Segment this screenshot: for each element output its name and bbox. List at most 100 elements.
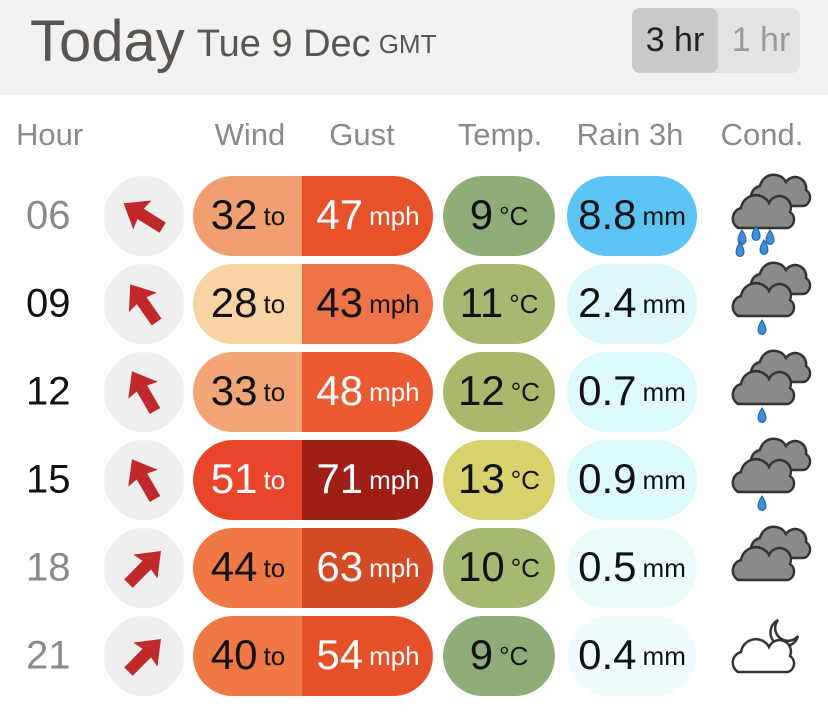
wind-value: 33: [211, 367, 258, 414]
wind-arrow: [124, 551, 161, 588]
hour: 18: [26, 546, 71, 590]
rain-drop: [757, 495, 767, 511]
rain: 0.5 mm: [578, 543, 686, 590]
condition-icon: [731, 173, 812, 257]
wind-unit: to: [264, 377, 286, 407]
rain-unit: mm: [643, 465, 686, 495]
wind-value: 28: [211, 279, 258, 326]
wind-value: 40: [211, 631, 258, 678]
gust-pill: [302, 176, 433, 256]
gust-unit: mph: [369, 553, 420, 583]
rain-unit: mm: [643, 377, 686, 407]
rain: 8.8 mm: [578, 191, 686, 238]
temp-value: 12: [458, 367, 505, 414]
temp-unit: °C: [509, 289, 538, 319]
temp: 11 °C: [460, 279, 539, 326]
gust: 47 mph: [316, 191, 419, 238]
wind-value: 44: [211, 543, 258, 590]
gust-value: 43: [316, 279, 363, 326]
rain-pill: [567, 440, 697, 520]
wind-arrow: [128, 459, 161, 503]
condition-icon: [731, 261, 812, 335]
wind-unit: to: [264, 201, 286, 231]
wind-pill: [193, 352, 302, 432]
gust-pill: [302, 528, 433, 608]
temp: 13 °C: [458, 455, 540, 502]
toggle-selected: [632, 8, 718, 73]
wind-value: 32: [211, 191, 258, 238]
wind-pill: [193, 176, 302, 256]
column-header: Cond.: [721, 117, 804, 152]
gust-value: 63: [316, 543, 363, 590]
cloud-front: [731, 457, 796, 494]
condition-icon: [731, 349, 812, 423]
column-header: Temp.: [458, 117, 542, 152]
temp-pill: [443, 176, 555, 256]
wind: 44 to: [211, 543, 285, 590]
wind: 28 to: [211, 279, 285, 326]
hour: 09: [26, 282, 71, 326]
wind-pill: [193, 440, 302, 520]
hour: 15: [26, 458, 71, 502]
cloud-front: [731, 369, 796, 406]
temp-pill: [443, 264, 555, 344]
wind-unit: to: [264, 465, 286, 495]
wind-value: 51: [211, 455, 258, 502]
condition-icon: [731, 525, 812, 582]
rain-pill: [567, 264, 697, 344]
temp-pill: [443, 440, 555, 520]
timezone: GMT: [379, 29, 437, 59]
wind-pill: [193, 264, 302, 344]
gust-unit: mph: [369, 465, 420, 495]
gust: 63 mph: [316, 543, 419, 590]
cloud-front: [731, 637, 796, 674]
gust: 48 mph: [316, 367, 419, 414]
arrow-shape: [123, 200, 166, 233]
column-header: Hour: [16, 117, 83, 152]
rain: 0.7 mm: [578, 367, 686, 414]
condition-icon: [731, 437, 812, 511]
title-text: Today: [30, 9, 185, 74]
cloud-front: [731, 193, 796, 230]
toggle-option[interactable]: 1 hr: [732, 21, 791, 59]
rain-unit: mm: [643, 641, 686, 671]
rain: 2.4 mm: [578, 279, 686, 326]
temp-value: 13: [458, 455, 505, 502]
rain: 0.9 mm: [578, 455, 686, 502]
gust-pill: [302, 352, 433, 432]
rain-drop: [759, 239, 769, 255]
gust: 71 mph: [316, 455, 419, 502]
arrow-shape: [124, 639, 161, 676]
arrow-shape: [124, 551, 161, 588]
rain: 0.4 mm: [578, 631, 686, 678]
gust-unit: mph: [369, 289, 420, 319]
wind: 32 to: [211, 191, 285, 238]
temp-unit: °C: [511, 377, 540, 407]
rain-value: 0.7: [578, 367, 636, 414]
rain-pill: [567, 528, 697, 608]
rain-drop: [757, 319, 767, 335]
wind: 40 to: [211, 631, 285, 678]
column-header: Rain 3h: [577, 117, 684, 152]
temp-pill: [443, 616, 555, 696]
hour: 21: [26, 634, 71, 678]
date: Tue 9 Dec: [197, 23, 371, 65]
rain-value: 0.4: [578, 631, 636, 678]
rain-pill: [567, 616, 697, 696]
wind-arrow: [128, 371, 161, 415]
gust-unit: mph: [369, 641, 420, 671]
cloud-front: [731, 545, 796, 582]
temp-value: 11: [460, 279, 504, 326]
rain-value: 0.9: [578, 455, 636, 502]
rain-unit: mm: [643, 201, 686, 231]
temp-unit: °C: [499, 641, 528, 671]
gust-value: 71: [316, 455, 363, 502]
temp-unit: °C: [511, 553, 540, 583]
temp: 9 °C: [470, 631, 529, 678]
toggle-option[interactable]: 3 hr: [646, 21, 705, 59]
condition-icon: [731, 618, 800, 674]
wind-arrow: [123, 200, 166, 233]
gust: 54 mph: [316, 631, 419, 678]
cloud-front: [731, 281, 796, 318]
